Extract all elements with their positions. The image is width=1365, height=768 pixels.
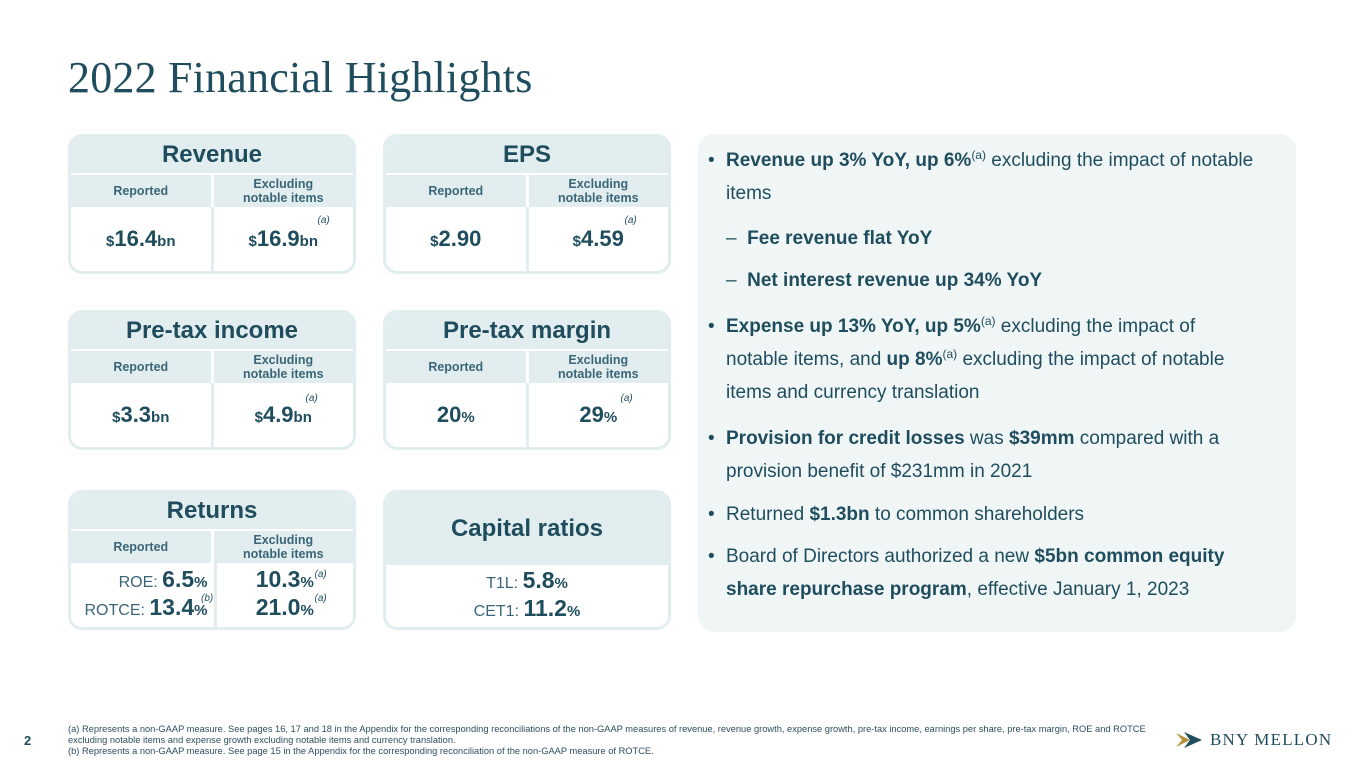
pretax-income-card-subheader: Reported Excluding notable items bbox=[71, 349, 353, 383]
eps-card-subheader: Reported Excluding notable items bbox=[386, 173, 668, 207]
roe-value: 6.5% bbox=[162, 566, 208, 592]
pretax-income-excluding-value: $4.9bn (a) bbox=[210, 383, 354, 447]
eps-excluding-value: $4.59 (a) bbox=[525, 207, 669, 271]
pretax-income-reported-value: $3.3bn bbox=[112, 402, 170, 427]
footnote-a: (a) Represents a non-GAAP measure. See p… bbox=[68, 724, 1146, 745]
capital-ratios-values: T1L: 5.8% CET1: 11.2% bbox=[386, 565, 668, 627]
capital-ratios-card-title: Capital ratios bbox=[386, 493, 668, 565]
bny-mellon-logo: BNY MELLON bbox=[1176, 730, 1332, 750]
t1l-label: T1L: bbox=[486, 575, 519, 592]
pretax-margin-card: Pre-tax margin Reported Excluding notable… bbox=[383, 310, 671, 450]
footnote-a-marker: (a) bbox=[620, 393, 633, 404]
reported-label: Reported bbox=[113, 184, 169, 198]
page-title: 2022 Financial Highlights bbox=[68, 53, 533, 102]
footnote-a-marker: (a) bbox=[305, 393, 318, 404]
pretax-margin-card-title: Pre-tax margin bbox=[386, 313, 668, 349]
rotce-label: ROTCE: bbox=[84, 602, 145, 619]
sub-bullet-net-interest: – Net interest revenue up 34% YoY bbox=[726, 270, 1043, 291]
returns-card-subheader: Reported Excluding notable items bbox=[71, 529, 353, 563]
revenue-card: Revenue Reported Excluding notable items … bbox=[68, 134, 356, 274]
pretax-income-card-title: Pre-tax income bbox=[71, 313, 353, 349]
cet1-label: CET1: bbox=[473, 603, 520, 620]
bullet-provision: • Provision for credit losses was $39mm … bbox=[708, 428, 1220, 482]
eps-reported-value: $2.90 bbox=[430, 226, 482, 251]
pretax-margin-reported-value: 20% bbox=[436, 402, 475, 427]
roe-excluding-value: 10.3% bbox=[255, 566, 314, 592]
revenue-card-subheader: Reported Excluding notable items bbox=[71, 173, 353, 207]
roe-row: ROE: 6.5% bbox=[119, 567, 208, 595]
returns-excluding-values: 10.3% 21.0% (a) (a) bbox=[213, 563, 354, 627]
bullet-revenue: • Revenue up 3% YoY, up 6%(a) excluding … bbox=[708, 144, 1288, 210]
t1l-row: T1L: 5.8% bbox=[486, 568, 568, 596]
rotce-excluding-value: 21.0% bbox=[255, 594, 314, 620]
reported-label: Reported bbox=[428, 360, 484, 374]
excluding-notable-items-label: Excluding notable items bbox=[525, 351, 669, 383]
revenue-reported-value: $16.4bn bbox=[106, 226, 176, 251]
pretax-margin-card-subheader: Reported Excluding notable items bbox=[386, 349, 668, 383]
sub-bullet-fee-revenue: – Fee revenue flat YoY bbox=[726, 228, 933, 249]
bullet-dot: • bbox=[708, 150, 715, 171]
footnote-a-marker: (a) bbox=[314, 569, 327, 580]
cet1-row: CET1: 11.2% bbox=[474, 596, 581, 624]
pretax-income-card: Pre-tax income Reported Excluding notable… bbox=[68, 310, 356, 450]
reported-label: Reported bbox=[428, 184, 484, 198]
highlights-panel: • Revenue up 3% YoY, up 6%(a) excluding … bbox=[698, 134, 1296, 632]
footnotes: (a) Represents a non-GAAP measure. See p… bbox=[68, 724, 1168, 757]
footnote-b-marker: (b) bbox=[201, 593, 214, 604]
excluding-notable-items-label: Excluding notable items bbox=[525, 175, 669, 207]
excluding-notable-items-label: Excluding notable items bbox=[210, 175, 354, 207]
page-number: 2 bbox=[24, 733, 32, 748]
revenue-card-title: Revenue bbox=[71, 137, 353, 173]
excluding-notable-items-label: Excluding notable items bbox=[210, 531, 354, 563]
capital-ratios-card: Capital ratios T1L: 5.8% CET1: 11.2% bbox=[383, 490, 671, 630]
returns-reported-values: ROE: 6.5% ROTCE: 13.4% (b) bbox=[71, 563, 214, 627]
bullet-returned: • Returned $1.3bn to common shareholders bbox=[708, 504, 1085, 525]
revenue-excluding-value: $16.9bn (a) bbox=[210, 207, 354, 271]
footnote-a-marker: (a) bbox=[624, 215, 637, 226]
eps-card-title: EPS bbox=[386, 137, 668, 173]
cet1-value: 11.2% bbox=[523, 595, 581, 621]
excluding-notable-items-label: Excluding notable items bbox=[210, 351, 354, 383]
returns-card-title: Returns bbox=[71, 493, 353, 529]
rotce-value: 13.4% bbox=[149, 594, 208, 620]
returns-card: Returns Reported Excluding notable items … bbox=[68, 490, 356, 630]
footnote-a-marker: (a) bbox=[314, 593, 327, 604]
roe-label: ROE: bbox=[118, 574, 158, 591]
bny-mellon-emblem-icon bbox=[1176, 732, 1202, 748]
reported-label: Reported bbox=[113, 360, 169, 374]
pretax-margin-excluding-value: 29% (a) bbox=[525, 383, 669, 447]
t1l-value: 5.8% bbox=[522, 567, 568, 593]
logo-text: BNY MELLON bbox=[1210, 730, 1333, 749]
footnote-a-marker: (a) bbox=[317, 215, 330, 226]
bullet-repurchase: • Board of Directors authorized a new $5… bbox=[708, 546, 1225, 600]
rotce-row: ROTCE: 13.4% bbox=[84, 595, 207, 623]
eps-card: EPS Reported Excluding notable items $2.9… bbox=[383, 134, 671, 274]
bullet-expense: • Expense up 13% YoY, up 5%(a) excluding… bbox=[708, 314, 1225, 403]
reported-label: Reported bbox=[113, 540, 169, 554]
footnote-b: (b) Represents a non-GAAP measure. See p… bbox=[68, 746, 654, 756]
